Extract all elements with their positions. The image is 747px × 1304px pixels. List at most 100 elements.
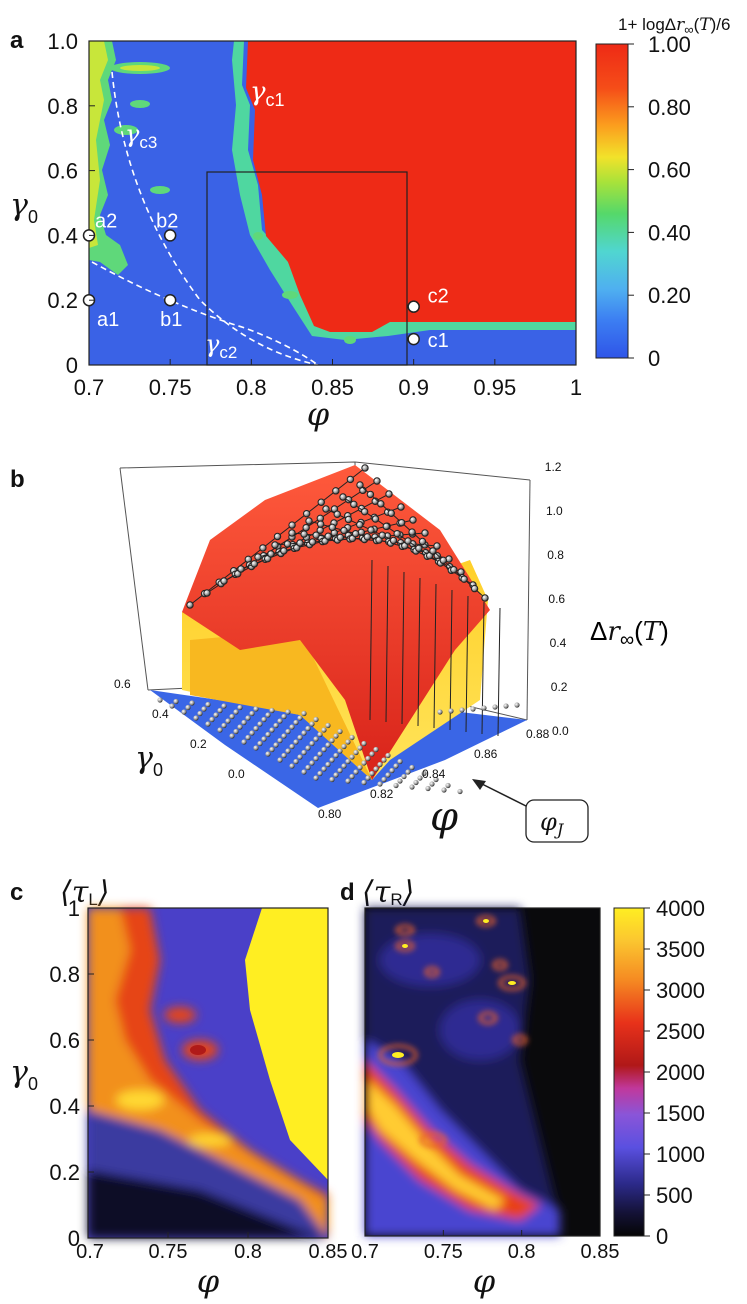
floor-point	[325, 742, 331, 748]
panel-a-x-ticks: 0.7 0.75 0.8 0.85 0.9 0.95 1	[74, 359, 582, 400]
floor-point	[369, 770, 375, 777]
floor-point	[341, 763, 347, 769]
floor-point	[441, 787, 447, 793]
mesh-point	[404, 537, 412, 545]
point-b1	[163, 293, 177, 307]
colorbar-d-ticks: 0 500 1000 1500 2000 2500 3000 3500 4000	[644, 896, 705, 1249]
floor-point	[249, 710, 255, 717]
mesh-point	[421, 529, 429, 537]
floor-point	[377, 781, 383, 787]
floor-point	[261, 736, 267, 742]
heatmap-c-field	[88, 908, 328, 1238]
colorbar-a-ticks: 0 0.20 0.40 0.60 0.80 1.00	[628, 32, 691, 371]
mesh-point	[387, 509, 395, 517]
x-tick-label: 0.82	[370, 787, 394, 801]
colorbar-tick-label: 4000	[656, 896, 705, 921]
floor-point	[345, 739, 351, 745]
floor-point	[357, 745, 363, 751]
floor-point	[409, 764, 415, 771]
panel-b: b 0.00.20.40.60.81.01.2 Δr∞(T) 0.800.820…	[10, 460, 669, 843]
floor-point	[329, 737, 335, 744]
floor-point	[333, 772, 339, 778]
panel-c-y-ticks: 0 0.2 0.4 0.6 0.8 1	[49, 896, 94, 1251]
mesh-point	[408, 528, 416, 536]
mesh-point	[237, 565, 245, 573]
floor-point	[245, 734, 251, 741]
floor-point	[257, 740, 263, 747]
panel-d-x-axis-label: φ	[473, 1262, 496, 1300]
floor-point	[313, 775, 319, 781]
mesh-point	[346, 475, 355, 484]
y-tick-label: 0.8	[47, 94, 78, 119]
x-tick-label: 0.88	[526, 727, 550, 741]
x-tick-label: 0.75	[424, 1241, 463, 1263]
y-tick-label: 0.2	[190, 737, 207, 751]
mesh-point	[415, 544, 423, 553]
floor-point	[361, 740, 367, 747]
floor-point	[293, 739, 299, 745]
floor-point	[425, 785, 431, 792]
floor-point	[409, 784, 415, 790]
mesh-point	[339, 493, 347, 501]
floor-point	[269, 746, 275, 753]
y-tick-label: 0.6	[47, 159, 78, 184]
point-label-c1: c1	[428, 330, 449, 352]
floor-point	[397, 778, 403, 784]
floor-point	[301, 710, 307, 717]
colorbar-tick-label: 3500	[656, 937, 705, 962]
floor-point	[293, 758, 299, 765]
mesh-point	[389, 536, 398, 545]
colorbar-a	[595, 43, 629, 359]
floor-point	[349, 754, 355, 760]
x-tick-label: 0.80	[318, 807, 342, 821]
panel-b-z-ticks: 0.0 0.2 0.4 0.6 0.8 1.0 1.2	[545, 460, 569, 738]
heatmap-a-jammed-region	[246, 41, 576, 332]
x-tick-label: 0.86	[474, 747, 498, 761]
mesh-point	[378, 531, 386, 539]
x-tick-label: 0.85	[581, 1241, 620, 1263]
floor-point	[277, 757, 283, 763]
floor-point	[265, 731, 271, 738]
point-b2	[163, 229, 177, 242]
mesh-point	[429, 547, 437, 555]
colorbar-tick-label: 500	[656, 1183, 693, 1208]
mesh-point	[250, 560, 259, 568]
point-c2	[407, 300, 420, 313]
floor-point	[317, 770, 323, 777]
mesh-point	[288, 521, 296, 529]
panel-c-letter: c	[10, 879, 23, 906]
floor-point	[297, 715, 303, 721]
floor-point	[233, 728, 239, 735]
curve-gamma-c2	[91, 261, 319, 366]
floor-point	[417, 775, 423, 781]
mesh-point	[333, 510, 341, 518]
panel-b-floor-points	[157, 697, 520, 795]
floor-point	[293, 719, 299, 726]
floor-point	[393, 763, 399, 769]
floor-point	[181, 709, 187, 715]
floor-point	[329, 776, 335, 783]
floor-point	[301, 769, 307, 775]
floor-point	[345, 758, 351, 765]
heatmap-c-spot	[190, 1045, 206, 1055]
panel-a-points: a1 a2 b1 b2 c1 c2	[82, 210, 449, 352]
floor-point	[457, 788, 463, 795]
heatmap-c-yellow-region	[245, 908, 328, 1180]
floor-point	[213, 712, 219, 718]
colorbar-tick-label: 2000	[656, 1060, 705, 1085]
floor-point	[329, 757, 335, 763]
phi-j-annotation: φJ	[540, 808, 565, 839]
x-tick-label: 0.8	[234, 1241, 262, 1263]
floor-point	[313, 755, 319, 762]
floor-point	[333, 752, 339, 759]
mesh-line	[401, 571, 405, 725]
floor-point	[269, 727, 275, 733]
mesh-point	[360, 507, 369, 516]
floor-point	[301, 749, 307, 756]
mesh-point	[332, 487, 340, 495]
mesh-point	[397, 503, 405, 511]
mesh-line	[449, 589, 453, 731]
floor-point	[321, 727, 327, 733]
floor-point	[369, 751, 375, 757]
